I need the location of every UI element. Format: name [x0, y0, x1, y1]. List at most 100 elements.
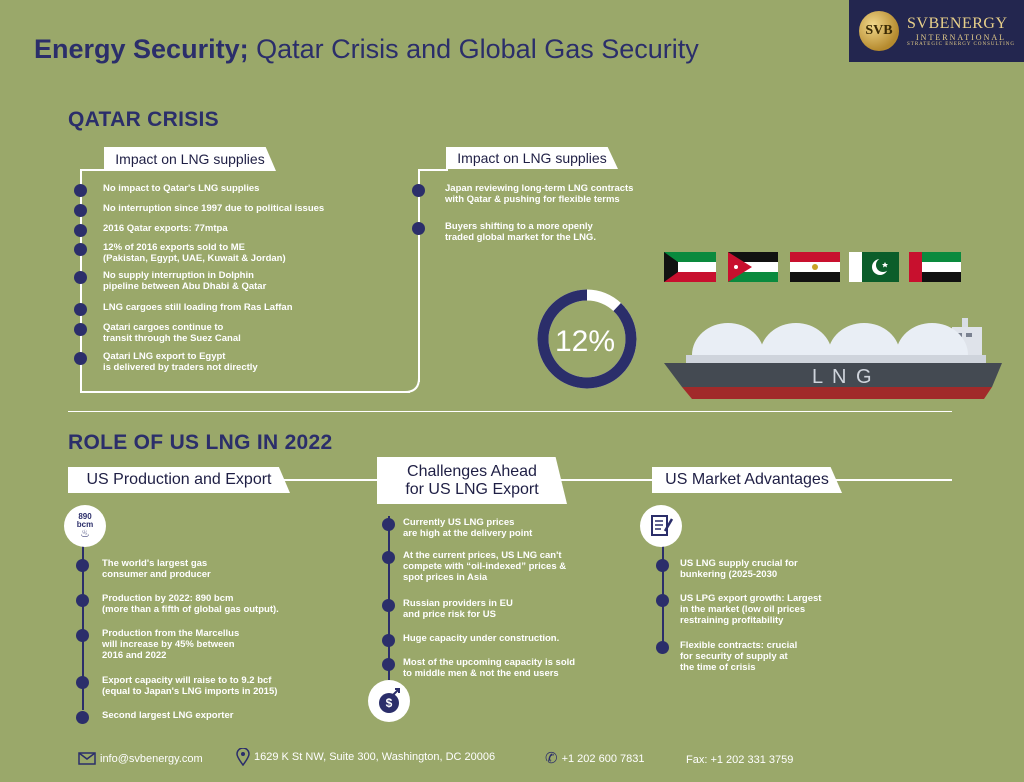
- list-item-line: Qatari LNG export to Egypt: [103, 351, 226, 362]
- bullet-dot: [76, 629, 89, 642]
- list-item-line: No supply interruption in Dolphin: [103, 270, 254, 281]
- bullet-dot: [412, 222, 425, 235]
- list-item-line: 12% of 2016 exports sold to ME: [103, 242, 246, 253]
- list-item-line: Buyers shifting to a more openly: [445, 221, 593, 232]
- lng-ship-icon: [664, 318, 1002, 399]
- connector-line: [80, 169, 105, 171]
- bullet-dot: [382, 599, 395, 612]
- connector-line: [418, 169, 448, 171]
- list-item-line: (equal to Japan's LNG imports in 2015): [102, 686, 278, 697]
- list-item: 2016 Qatar exports: 77mtpa: [103, 223, 228, 234]
- list-item-line: compete with “oil-indexed” prices &: [403, 561, 567, 572]
- list-item-line: US LNG supply crucial for: [680, 558, 798, 569]
- connector-line: [80, 391, 410, 393]
- list-item-line: for security of supply at: [680, 651, 788, 662]
- column-line: [82, 542, 84, 710]
- list-item-line: pipeline between Abu Dhabi & Qatar: [103, 281, 267, 292]
- bullet-dot: [74, 243, 87, 256]
- list-item-line: LNG cargoes still loading from Ras Laffa…: [103, 302, 293, 313]
- svg-text:$: $: [386, 696, 393, 710]
- list-item-line: the time of crisis: [680, 662, 756, 673]
- list-item: Export capacity will raise to to 9.2 bcf…: [102, 675, 277, 697]
- list-item: US LPG export growth: Largest in the mark…: [680, 593, 821, 626]
- tab-challenges: Challenges Ahead for US LNG Export: [377, 457, 567, 504]
- list-item-line: Export capacity will raise to to 9.2 bcf: [102, 675, 272, 686]
- list-item: Qatari cargoes continue to transit throug…: [103, 322, 241, 344]
- kuwait-flag-icon: [664, 252, 716, 282]
- fax-text: Fax: +1 202 331 3759: [686, 754, 794, 766]
- tab-impact-left: Impact on LNG supplies: [104, 147, 276, 171]
- list-item: Russian providers in EU and price risk fo…: [403, 598, 513, 620]
- list-item: Second largest LNG exporter: [102, 710, 233, 721]
- flame-icon: ♨: [80, 527, 90, 540]
- dollar-growth-icon: $: [368, 680, 410, 722]
- list-item: The world's largest gas consumer and prod…: [102, 558, 211, 580]
- title-rest: Qatar Crisis and Global Gas Security: [248, 34, 699, 64]
- gauge-fill: [537, 289, 637, 389]
- list-item: Japan reviewing long-term LNG contracts w…: [445, 183, 633, 205]
- bullet-dot: [382, 658, 395, 671]
- tab-impact-right: Impact on LNG supplies: [446, 147, 618, 169]
- bullet-dot: [76, 676, 89, 689]
- list-item-line: and price risk for US: [403, 609, 496, 620]
- list-item-line: Second largest LNG exporter: [102, 710, 234, 721]
- bullet-dot: [76, 559, 89, 572]
- us-section-title: ROLE OF US LNG IN 2022: [68, 431, 333, 454]
- bullet-dot: [74, 224, 87, 237]
- list-item: Qatari LNG export to Egypt is delivered b…: [103, 351, 258, 373]
- list-item-line: Production from the Marcellus: [102, 628, 240, 639]
- list-item-line: Production by 2022: 890 bcm: [102, 593, 234, 604]
- list-item-line: Russian providers in EU: [403, 598, 513, 609]
- connector-curve: [404, 377, 420, 393]
- list-item: Currently US LNG prices are high at the d…: [403, 517, 532, 539]
- qatar-section-title: QATAR CRISIS: [68, 108, 219, 131]
- bullet-dot: [382, 551, 395, 564]
- list-item-line: consumer and producer: [102, 569, 211, 580]
- list-item-line: US LPG export growth: Largest: [680, 593, 822, 604]
- list-item-line: (more than a fifth of global gas output)…: [102, 604, 279, 615]
- bullet-dot: [76, 711, 89, 724]
- list-item-line: will increase by 45% between: [102, 639, 235, 650]
- list-item-line: restraining profitability: [680, 615, 784, 626]
- company-logo[interactable]: SVB SVBENERGY INTERNATIONAL STRATEGIC EN…: [849, 0, 1024, 62]
- list-item-line: in the market (low oil prices: [680, 604, 806, 615]
- logo-subtitle: INTERNATIONAL: [916, 33, 1007, 42]
- bullet-dot: [656, 641, 669, 654]
- pakistan-flag-icon: [849, 252, 899, 282]
- list-item-line: is delivered by traders not directly: [103, 362, 258, 373]
- list-item: Buyers shifting to a more openly traded g…: [445, 221, 596, 243]
- bullet-dot: [382, 518, 395, 531]
- list-item: Most of the upcoming capacity is sold to …: [403, 657, 575, 679]
- list-item-line: Currently US LNG prices: [403, 517, 515, 528]
- tab-challenges-line2: for US LNG Export: [405, 480, 539, 498]
- tab-challenges-line1: Challenges Ahead: [407, 462, 537, 480]
- bullet-dot: [74, 204, 87, 217]
- list-item: 12% of 2016 exports sold to ME (Pakistan,…: [103, 242, 286, 264]
- bullet-dot: [74, 352, 87, 365]
- phone-text: +1 202 600 7831: [561, 752, 645, 765]
- egypt-flag-icon: [790, 252, 840, 282]
- mail-icon: [78, 752, 96, 765]
- location-pin-icon: [236, 748, 250, 766]
- list-item-line: Huge capacity under construction.: [403, 633, 560, 644]
- list-item-line: No interruption since 1997 due to politi…: [103, 203, 325, 214]
- list-item: No supply interruption in Dolphin pipelin…: [103, 270, 266, 292]
- footer-email[interactable]: info@svbenergy.com: [78, 752, 203, 765]
- footer-phone[interactable]: ✆ +1 202 600 7831: [545, 751, 644, 766]
- bullet-dot: [382, 634, 395, 647]
- list-item-line: spot prices in Asia: [403, 572, 488, 583]
- bullet-dot: [412, 184, 425, 197]
- list-item-line: with Qatar & pushing for flexible terms: [445, 194, 620, 205]
- list-item-line: traded global market for the LNG.: [445, 232, 596, 243]
- list-item: No interruption since 1997 due to politi…: [103, 203, 324, 214]
- bullet-dot: [74, 184, 87, 197]
- uae-flag-icon: [909, 252, 961, 282]
- document-icon: [651, 515, 674, 536]
- list-item-line: (Pakistan, Egypt, UAE, Kuwait & Jordan): [103, 253, 286, 264]
- list-item: Production from the Marcellus will increa…: [102, 628, 239, 661]
- contract-document-icon: [640, 505, 682, 547]
- tab-market-advantages: US Market Advantages: [652, 467, 842, 493]
- bullet-dot: [74, 303, 87, 316]
- bullet-dot: [74, 271, 87, 284]
- dollar-icon: $: [379, 688, 400, 713]
